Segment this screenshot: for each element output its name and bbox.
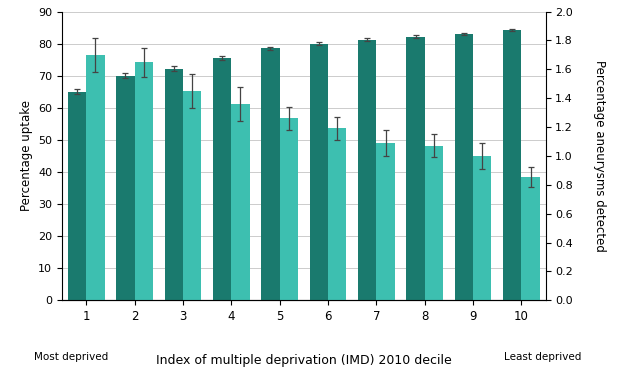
- Text: Most deprived: Most deprived: [34, 352, 108, 362]
- Bar: [328, 129, 347, 300]
- Bar: [521, 177, 540, 300]
- Bar: [164, 69, 183, 300]
- Y-axis label: Percentage uptake: Percentage uptake: [20, 100, 33, 211]
- Bar: [213, 58, 231, 300]
- Y-axis label: Percentage aneurysms detected: Percentage aneurysms detected: [593, 60, 606, 252]
- Bar: [406, 37, 425, 300]
- Bar: [503, 30, 521, 300]
- Bar: [116, 76, 135, 300]
- Bar: [183, 91, 202, 300]
- Bar: [454, 34, 473, 300]
- Bar: [231, 104, 250, 300]
- Bar: [261, 49, 280, 300]
- Bar: [473, 156, 492, 300]
- Text: Least deprived: Least deprived: [504, 352, 581, 362]
- Bar: [68, 92, 86, 300]
- Bar: [86, 55, 105, 300]
- Bar: [309, 44, 328, 300]
- Bar: [358, 40, 376, 300]
- Bar: [135, 62, 153, 300]
- X-axis label: Index of multiple deprivation (IMD) 2010 decile: Index of multiple deprivation (IMD) 2010…: [156, 353, 452, 367]
- Bar: [425, 146, 443, 300]
- Bar: [376, 143, 395, 300]
- Bar: [280, 119, 298, 300]
